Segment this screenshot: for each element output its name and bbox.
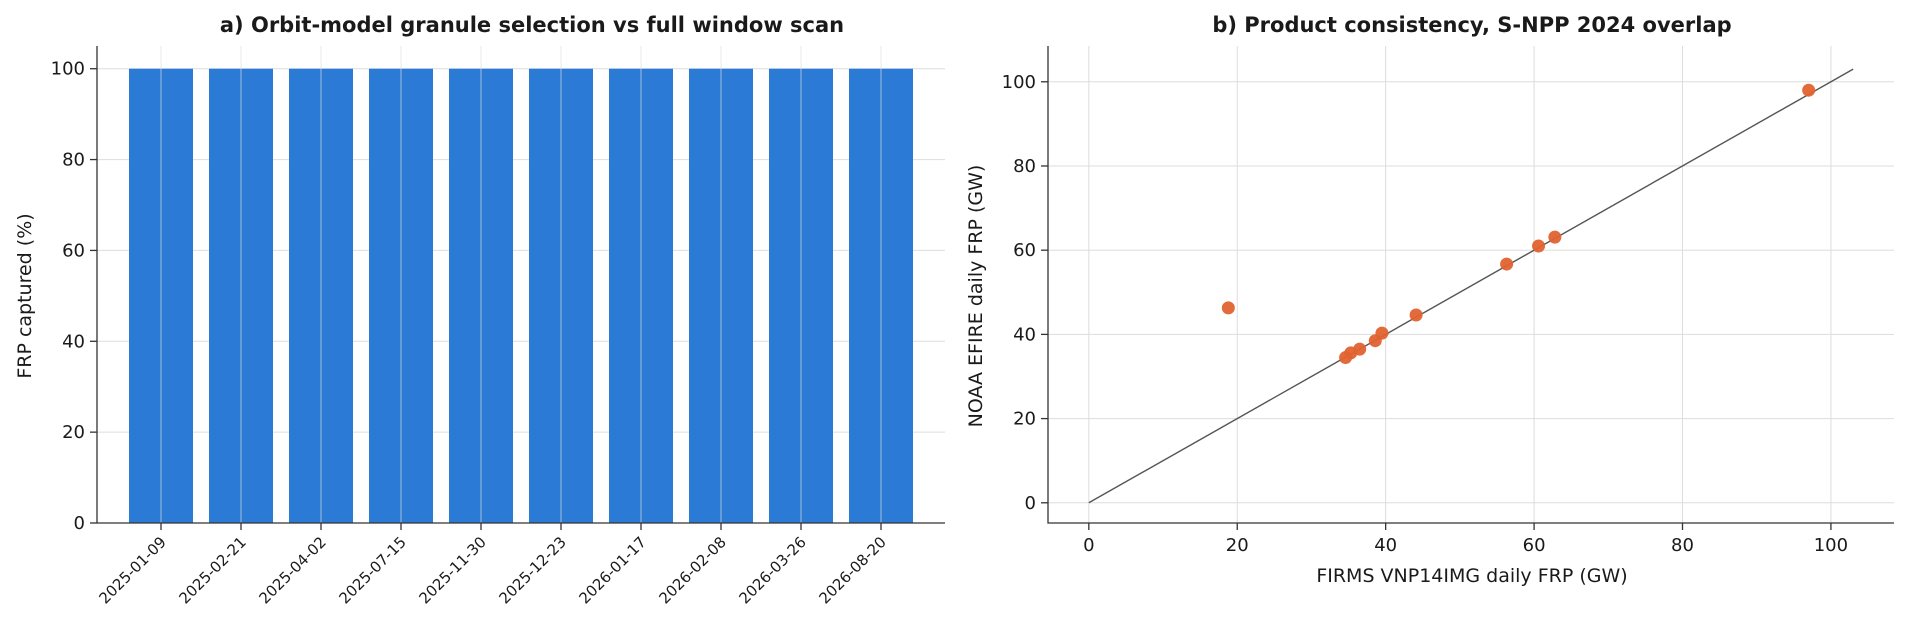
y-axis-label-a: FRP captured (%) [14,213,36,378]
x-tick-label: 2026-03-26 [735,533,809,607]
scatter-point [1500,257,1514,271]
x-tick-label: 20 [1226,535,1249,556]
chart-title-a: a) Orbit-model granule selection vs full… [220,13,844,37]
x-tick-label: 2025-04-02 [255,533,329,607]
y-tick-label: 80 [62,150,85,171]
scatter-point [1802,83,1816,97]
x-tick-label: 0 [1083,535,1094,556]
one-to-one-line [1088,68,1854,504]
y-tick-label: 40 [62,331,85,352]
y-tick-label: 60 [62,240,85,261]
scatter-point [1353,342,1367,356]
chart-title-b: b) Product consistency, S-NPP 2024 overl… [1212,13,1731,37]
scatter-point [1409,308,1423,322]
x-tick-label: 2025-01-09 [95,533,169,607]
x-tick-label: 80 [1671,535,1694,556]
scatter-point [1532,239,1546,253]
x-tick-label: 2025-12-23 [495,533,569,607]
y-tick-label: 0 [1025,493,1036,514]
scatter-point [1375,326,1389,340]
axes-spine-a [96,46,945,524]
axes-spine-b [1047,46,1894,524]
x-tick-label: 2026-02-08 [655,533,729,607]
scatter-chart-panel: b) Product consistency, S-NPP 2024 overl… [965,13,1894,587]
x-tick-label: 2025-07-15 [335,533,409,607]
y-tick-label: 20 [1013,409,1036,430]
y-tick-label: 20 [62,422,85,443]
y-tick-label: 0 [74,513,85,534]
x-tick-label: 2026-01-17 [575,533,649,607]
y-axis-label-b: NOAA EFIRE daily FRP (GW) [965,165,987,428]
y-tick-label: 100 [51,59,85,80]
x-tick-label: 2025-02-21 [175,533,249,607]
y-tick-label: 60 [1013,240,1036,261]
x-tick-label: 100 [1814,535,1848,556]
y-tick-label: 100 [1002,72,1036,93]
y-tick-label: 40 [1013,324,1036,345]
x-tick-label: 40 [1374,535,1397,556]
x-tick-label: 2026-08-20 [815,533,889,607]
y-tick-label: 80 [1013,156,1036,177]
scatter-point [1548,230,1562,244]
x-tick-label: 60 [1523,535,1546,556]
x-axis-label-b: FIRMS VNP14IMG daily FRP (GW) [1316,565,1627,587]
x-tick-label: 2025-11-30 [415,533,489,607]
bar-chart-panel: a) Orbit-model granule selection vs full… [14,13,945,607]
scatter-point [1221,301,1235,315]
